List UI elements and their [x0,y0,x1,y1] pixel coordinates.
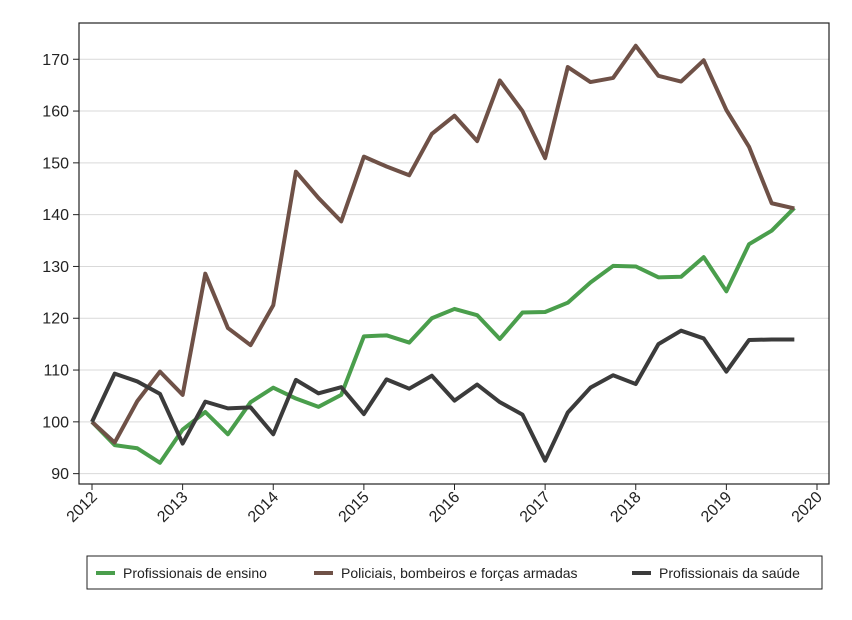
y-tick-label: 150 [42,155,69,172]
legend-label-3: Profissionais da saúde [659,565,800,581]
x-tick-label: 2020 [789,489,826,526]
legend: Profissionais de ensino Policiais, bombei… [86,555,823,590]
y-tick-label: 110 [43,363,69,380]
series-lines [90,43,796,465]
y-tick-label: 160 [42,104,69,121]
y-axis: 90 100 110 120 130 140 150 160 170 [42,52,79,483]
x-tick-label: 2013 [154,489,191,526]
x-tick-label: 2012 [64,489,101,526]
x-axis: 2012 2013 2014 2015 2016 2017 2018 2019 2020 [64,484,826,526]
x-tick-label: 2015 [336,489,373,526]
series-line-2 [90,43,795,445]
x-tick-label: 2017 [517,489,554,526]
y-tick-label: 140 [42,207,69,224]
gridlines [79,58,829,475]
series-line-3 [90,328,795,463]
y-tick-label: 90 [51,466,69,483]
x-tick-label: 2014 [245,489,282,526]
y-tick-label: 100 [42,414,69,431]
y-tick-label: 130 [42,259,69,276]
x-tick-label: 2019 [698,489,735,526]
y-tick-label: 170 [42,52,69,69]
series-line-1 [90,206,796,465]
legend-box [86,555,823,590]
legend-label-1: Profissionais de ensino [123,565,267,581]
legend-label-2: Policiais, bombeiros e forças armadas [341,565,578,581]
y-tick-label: 120 [42,311,69,328]
x-tick-label: 2016 [426,489,463,526]
x-tick-label: 2018 [607,489,644,526]
